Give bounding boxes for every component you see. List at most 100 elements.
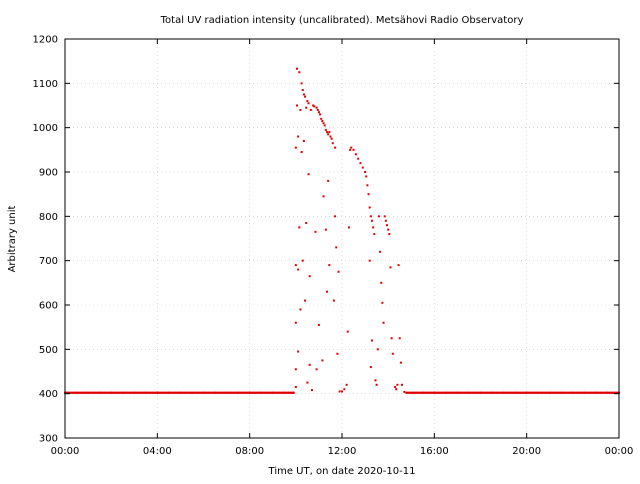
data-point <box>305 106 308 109</box>
y-tick-label: 800 <box>39 212 58 223</box>
data-point <box>349 148 352 151</box>
data-point <box>294 368 297 371</box>
data-point <box>336 352 339 355</box>
x-axis-title: Time UT, on date 2020-10-11 <box>268 466 416 477</box>
data-point <box>315 106 318 109</box>
data-point <box>310 389 313 392</box>
data-point <box>307 173 310 176</box>
data-point <box>383 215 386 218</box>
data-point <box>399 361 402 364</box>
data-point <box>375 383 378 386</box>
y-tick-label: 400 <box>39 389 58 400</box>
data-point <box>368 206 371 209</box>
data-point <box>294 264 297 267</box>
data-point <box>309 108 312 111</box>
data-point <box>325 131 328 134</box>
data-point <box>300 151 303 154</box>
data-point <box>386 224 389 227</box>
x-tick-label: 00:00 <box>51 446 80 457</box>
data-point <box>327 179 330 182</box>
y-tick-label: 900 <box>39 168 58 179</box>
data-point <box>334 146 337 149</box>
data-point <box>334 215 337 218</box>
data-point <box>315 368 318 371</box>
data-point <box>301 259 304 262</box>
data-point <box>331 142 334 145</box>
data-point <box>343 388 346 391</box>
data-point <box>354 153 357 156</box>
data-point <box>341 390 343 393</box>
data-point <box>369 215 372 218</box>
data-point <box>302 139 305 142</box>
data-point <box>335 246 338 249</box>
data-point <box>398 337 401 340</box>
data-point <box>397 264 400 267</box>
data-point <box>359 162 362 165</box>
data-point <box>395 388 398 391</box>
data-point <box>376 348 379 351</box>
data-point <box>325 290 328 293</box>
y-tick-label: 1200 <box>33 35 58 46</box>
data-point <box>321 120 324 123</box>
data-point <box>381 301 384 304</box>
x-tick-label: 12:00 <box>328 446 357 457</box>
data-point <box>301 88 304 91</box>
y-axis-title: Arbitrary unit <box>7 206 18 273</box>
data-point <box>371 219 374 222</box>
data-point <box>374 379 377 382</box>
data-point <box>314 230 317 233</box>
data-point <box>294 146 297 149</box>
data-point <box>306 381 309 384</box>
data-point <box>297 135 300 138</box>
data-point <box>316 108 319 111</box>
data-point <box>403 390 406 393</box>
x-tick-label: 20:00 <box>512 446 541 457</box>
tick-labels: 00:00 04:00 08:00 12:00 16:00 20:00 00:0030040… <box>33 35 634 458</box>
data-point <box>298 71 301 74</box>
data-point <box>377 215 380 218</box>
data-point <box>324 228 327 231</box>
ticks <box>64 38 620 439</box>
data-point <box>332 299 335 302</box>
grid <box>65 39 619 438</box>
data-point <box>369 366 372 369</box>
data-point <box>371 339 374 342</box>
data-point <box>345 383 348 386</box>
data-point <box>394 386 397 389</box>
data-point <box>322 195 325 198</box>
data-point <box>390 337 393 340</box>
data-point <box>324 128 327 131</box>
data-point <box>305 221 308 224</box>
data-point <box>365 175 368 178</box>
data-point <box>382 321 385 324</box>
x-tick-label: 00:00 <box>605 446 634 457</box>
y-tick-label: 300 <box>39 434 58 445</box>
data-point <box>295 104 298 107</box>
data-point <box>387 228 390 231</box>
data-point <box>304 299 307 302</box>
data-point <box>306 100 309 103</box>
x-tick-label: 16:00 <box>420 446 449 457</box>
data-point <box>361 166 364 169</box>
data-point <box>313 105 316 108</box>
data-point <box>347 226 350 229</box>
data-point <box>352 148 355 151</box>
data-point <box>307 102 310 105</box>
data-layer <box>64 67 620 394</box>
data-point <box>388 233 391 236</box>
data-point <box>396 383 399 386</box>
data-point <box>366 184 369 187</box>
data-point <box>295 67 298 70</box>
data-point <box>338 390 341 393</box>
data-point <box>297 350 300 353</box>
data-point <box>294 321 297 324</box>
data-point <box>297 268 300 271</box>
data-point <box>367 193 370 196</box>
y-tick-label: 600 <box>39 301 58 312</box>
y-tick-label: 700 <box>39 256 58 267</box>
data-point <box>312 104 315 107</box>
data-point <box>391 352 394 355</box>
